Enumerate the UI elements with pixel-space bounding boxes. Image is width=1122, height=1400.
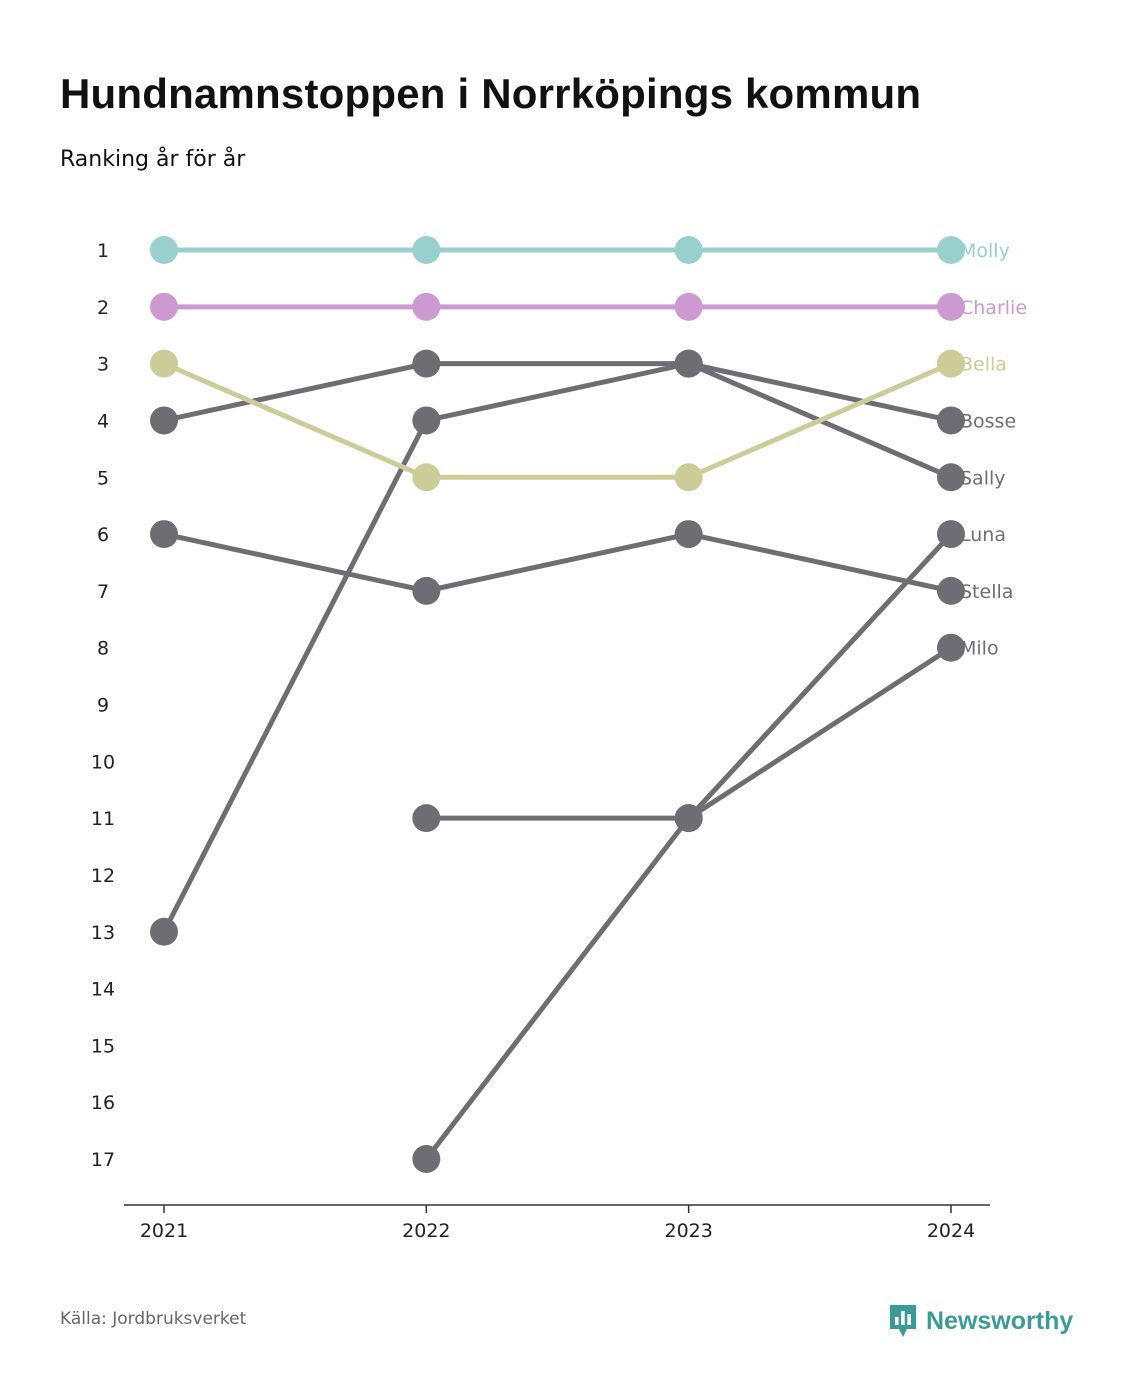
point-stella-2023 — [674, 520, 703, 549]
point-bella-2021 — [150, 349, 178, 378]
series-line-bella-2023-2024 — [686, 361, 954, 480]
point-molly-2022 — [412, 236, 441, 264]
y-tick-label-1: 1 — [97, 240, 109, 262]
y-tick-label-3: 3 — [97, 354, 109, 376]
series-line-bosse-2023-2024 — [686, 361, 954, 423]
series-label-luna: Luna — [960, 524, 1006, 546]
series-molly: Molly — [150, 236, 1010, 264]
series-label-bella: Bella — [960, 354, 1007, 376]
y-tick-label-6: 6 — [97, 524, 109, 546]
point-luna-2024 — [937, 520, 965, 549]
series-bella: Bella — [150, 349, 1007, 492]
y-tick-label-4: 4 — [97, 410, 109, 432]
series-label-sally: Sally — [960, 467, 1006, 489]
point-milo-2024 — [937, 633, 965, 662]
point-milo-2023 — [674, 804, 703, 833]
series-line-stella-2023-2024 — [686, 531, 954, 594]
point-molly-2023 — [674, 236, 703, 264]
point-bosse-2022 — [412, 349, 441, 378]
series-line-sally-2021-2022 — [161, 417, 429, 935]
series-line-milo-2023-2024 — [686, 645, 954, 821]
point-stella-2021 — [150, 520, 178, 549]
series-label-milo: Milo — [960, 638, 999, 660]
series-line-bella-2021-2022 — [161, 361, 429, 480]
point-bella-2023 — [674, 463, 703, 492]
y-tick-label-8: 8 — [97, 638, 109, 660]
point-bosse-2024 — [937, 406, 965, 435]
series-label-stella: Stella — [960, 581, 1013, 603]
newsworthy-logo-icon — [890, 1305, 916, 1337]
y-tick-label-15: 15 — [91, 1035, 115, 1057]
point-milo-2022 — [412, 804, 441, 833]
series-label-molly: Molly — [960, 240, 1010, 262]
series-label-charlie: Charlie — [960, 297, 1027, 319]
y-tick-label-16: 16 — [91, 1092, 115, 1114]
point-sally-2022 — [412, 406, 441, 435]
series-luna: Luna — [412, 520, 1006, 1173]
source-note: Källa: Jordbruksverket — [60, 1309, 247, 1329]
point-charlie-2023 — [674, 292, 703, 321]
y-tick-label-7: 7 — [97, 581, 109, 603]
point-bosse-2021 — [150, 406, 178, 435]
chart-subtitle: Ranking år för år — [60, 147, 246, 172]
series-sally: Sally — [150, 349, 1006, 946]
series-line-luna-2022-2023 — [423, 815, 692, 1162]
point-charlie-2024 — [937, 292, 965, 321]
point-bella-2022 — [412, 463, 441, 492]
point-luna-2022 — [412, 1145, 441, 1173]
point-charlie-2022 — [412, 292, 441, 321]
point-charlie-2021 — [150, 292, 178, 321]
y-tick-label-10: 10 — [91, 751, 115, 773]
chart-title: Hundnamnstoppen i Norrköpings kommun — [60, 70, 922, 117]
point-molly-2021 — [150, 236, 178, 264]
series-line-bosse-2021-2022 — [161, 361, 429, 423]
y-tick-label-9: 9 — [97, 695, 109, 717]
series-line-stella-2022-2023 — [423, 531, 692, 594]
point-sally-2024 — [937, 463, 965, 492]
series-line-stella-2021-2022 — [161, 531, 429, 594]
series-stella: Stella — [150, 520, 1013, 605]
series-charlie: Charlie — [150, 292, 1027, 321]
y-tick-label-5: 5 — [97, 467, 109, 489]
y-tick-label-12: 12 — [91, 865, 115, 887]
x-tick-label-2021: 2021 — [140, 1220, 188, 1242]
brand-logo[interactable]: Newsworthy — [888, 1303, 1073, 1339]
x-tick-label-2023: 2023 — [664, 1220, 712, 1242]
y-tick-label-14: 14 — [91, 979, 115, 1001]
point-bella-2024 — [937, 349, 965, 378]
point-sally-2021 — [150, 917, 178, 946]
x-tick-label-2022: 2022 — [402, 1220, 450, 1242]
y-tick-label-13: 13 — [91, 922, 115, 944]
y-tick-label-17: 17 — [91, 1149, 115, 1171]
series-milo: Milo — [412, 633, 999, 833]
point-stella-2022 — [412, 576, 441, 605]
point-molly-2024 — [937, 236, 965, 264]
y-tick-label-11: 11 — [91, 808, 115, 830]
brand-name: Newsworthy — [926, 1306, 1074, 1335]
series-line-sally-2022-2023 — [423, 361, 692, 423]
point-stella-2024 — [937, 576, 965, 605]
series-label-bosse: Bosse — [960, 410, 1016, 432]
y-tick-label-2: 2 — [97, 297, 109, 319]
x-tick-label-2024: 2024 — [927, 1220, 975, 1242]
point-sally-2023 — [674, 349, 703, 378]
